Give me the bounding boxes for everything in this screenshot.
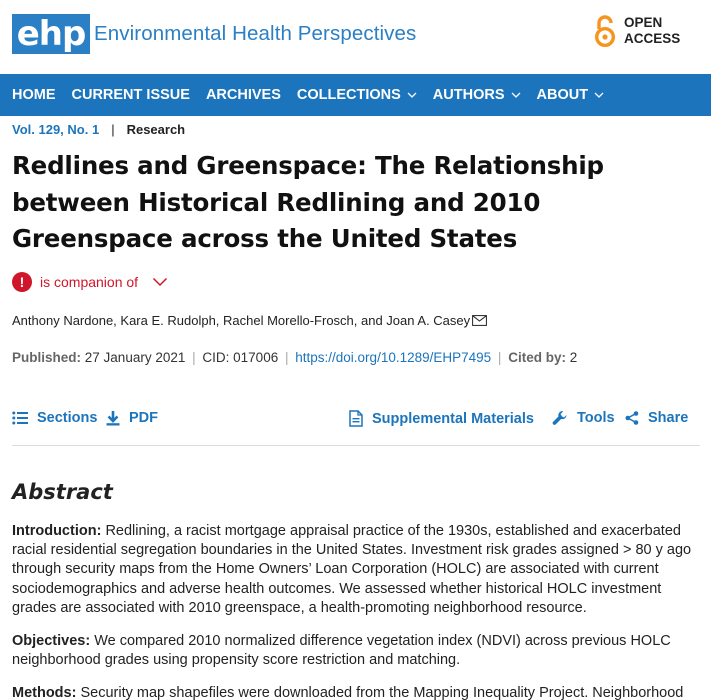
download-icon bbox=[106, 411, 120, 426]
companion-label: is companion of bbox=[40, 274, 139, 290]
nav-home[interactable]: HOME bbox=[12, 87, 56, 103]
article-tools-bar: Sections PDF Supplemental Materials Tool… bbox=[12, 410, 700, 446]
sections-button[interactable]: Sections bbox=[12, 410, 97, 426]
nav-collections[interactable]: COLLECTIONS bbox=[297, 87, 417, 103]
authors-text[interactable]: Anthony Nardone, Kara E. Rudolph, Rachel… bbox=[12, 313, 471, 328]
open-access-line2: ACCESS bbox=[624, 31, 681, 46]
tools-button[interactable]: Tools bbox=[552, 410, 615, 426]
volume-link[interactable]: Vol. 129, No. 1 bbox=[12, 122, 100, 137]
chevron-down-icon bbox=[594, 92, 604, 98]
introduction-label: Introduction: bbox=[12, 523, 102, 539]
logo-mark: ehp bbox=[12, 14, 90, 54]
main-nav: HOME CURRENT ISSUE ARCHIVES COLLECTIONS … bbox=[0, 74, 711, 116]
cited-by-label: Cited by: bbox=[508, 350, 566, 365]
share-icon bbox=[625, 411, 639, 425]
cited-by-count: 2 bbox=[569, 350, 578, 365]
chevron-down-icon bbox=[511, 92, 520, 98]
share-button[interactable]: Share bbox=[625, 410, 688, 426]
published-label: Published: bbox=[12, 350, 82, 365]
methods-text: Security map shapefiles were downloaded … bbox=[80, 685, 684, 700]
author-list: Anthony Nardone, Kara E. Rudolph, Rachel… bbox=[12, 313, 488, 328]
pdf-button[interactable]: PDF bbox=[106, 410, 158, 426]
chevron-down-icon bbox=[407, 92, 417, 98]
abstract-heading: Abstract bbox=[12, 480, 113, 504]
objectives-text: We compared 2010 normalized difference v… bbox=[12, 633, 671, 669]
nav-about[interactable]: ABOUT bbox=[537, 87, 605, 103]
nav-current-issue[interactable]: CURRENT ISSUE bbox=[71, 87, 190, 103]
publication-info: Published: 27 January 2021 | CID: 017006… bbox=[12, 350, 578, 365]
companion-toggle[interactable]: ! is companion of bbox=[12, 272, 168, 292]
abstract-objectives: Objectives: We compared 2010 normalized … bbox=[12, 632, 702, 670]
objectives-label: Objectives: bbox=[12, 633, 91, 649]
abstract-methods: Methods: Security map shapefiles were do… bbox=[12, 684, 702, 700]
site-header: ehp Environmental Health Perspectives OP… bbox=[0, 0, 711, 74]
cid: CID: 017006 bbox=[202, 350, 279, 365]
chevron-down-icon bbox=[153, 277, 168, 287]
open-access-lock-icon bbox=[594, 15, 616, 48]
wrench-icon bbox=[552, 411, 567, 425]
issue-line: Vol. 129, No. 1 | Research bbox=[12, 122, 185, 137]
nav-authors[interactable]: AUTHORS bbox=[433, 87, 521, 103]
mail-icon[interactable] bbox=[472, 315, 488, 326]
info-icon: ! bbox=[12, 272, 32, 292]
document-icon bbox=[349, 410, 363, 427]
open-access-badge: OPEN ACCESS bbox=[594, 14, 680, 48]
article-title: Redlines and Greenspace: The Relationshi… bbox=[12, 151, 604, 253]
introduction-text: Redlining, a racist mortgage appraisal p… bbox=[12, 523, 692, 616]
article-type: Research bbox=[126, 122, 186, 137]
open-access-line1: OPEN bbox=[624, 15, 663, 30]
nav-archives[interactable]: ARCHIVES bbox=[205, 87, 281, 103]
site-logo[interactable]: ehp Environmental Health Perspectives bbox=[12, 14, 416, 54]
methods-label: Methods: bbox=[12, 685, 77, 700]
doi-link[interactable]: https://doi.org/10.1289/EHP7495 bbox=[295, 350, 492, 365]
supplemental-materials-button[interactable]: Supplemental Materials bbox=[349, 410, 534, 427]
list-icon bbox=[12, 411, 28, 425]
logo-text: Environmental Health Perspectives bbox=[94, 22, 417, 45]
published-date: 27 January 2021 bbox=[84, 350, 186, 365]
abstract-introduction: Introduction: Redlining, a racist mortga… bbox=[12, 522, 702, 618]
separator: | bbox=[111, 122, 115, 137]
